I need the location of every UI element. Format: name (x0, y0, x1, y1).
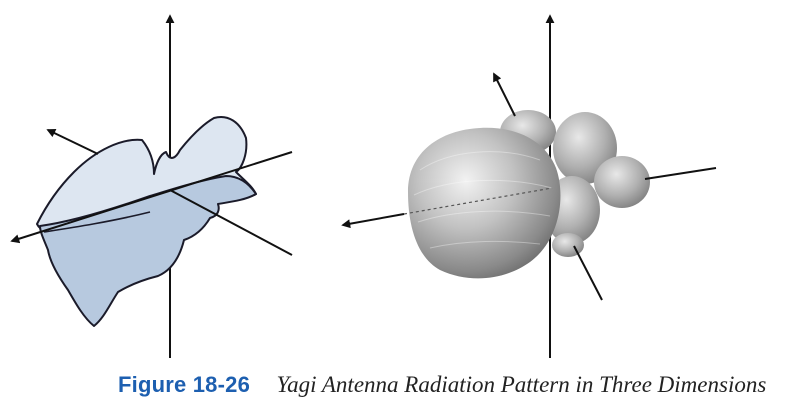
left-horizontal-axis (10, 151, 293, 244)
right-pattern-main-lobe (408, 127, 561, 279)
left-upper-left-arrow (46, 129, 99, 155)
right-upper-left-arrow (493, 72, 516, 117)
right-lower-right-axis (573, 245, 603, 301)
figure-caption: Figure 18-26 Yagi Antenna Radiation Patt… (118, 368, 788, 402)
right-left-arrow (341, 213, 405, 229)
figure-illustration (10, 14, 717, 358)
right-pattern-side-lobe-right (594, 156, 650, 208)
right-pattern-contours (413, 151, 553, 249)
figure-number: Figure 18-26 (118, 372, 251, 397)
right-horizontal-axis (644, 167, 717, 180)
left-radiation-pattern (10, 14, 293, 358)
right-pattern-bottom-lobe (552, 233, 584, 257)
left-lower-right-axis (169, 189, 293, 256)
left-pattern-section-line (43, 211, 151, 233)
right-hidden-axis (403, 187, 553, 215)
figure-caption-text: Yagi Antenna Radiation Pattern in Three … (276, 372, 767, 397)
right-radiation-pattern (341, 14, 717, 358)
